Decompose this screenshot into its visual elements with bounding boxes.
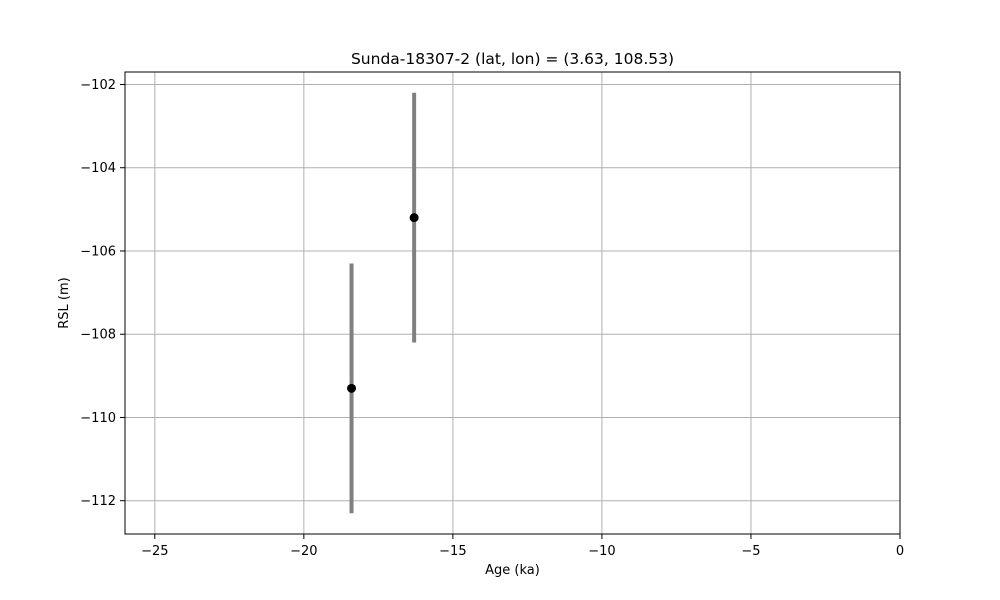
y-tick-label: −108 bbox=[80, 328, 116, 343]
y-tick-label: −104 bbox=[80, 161, 116, 176]
data-point bbox=[347, 383, 357, 393]
data-point bbox=[409, 213, 419, 223]
x-axis-ticks: −25 −20 −15 −10 −5 0 bbox=[141, 534, 904, 559]
y-axis-label: RSL (m) bbox=[57, 277, 72, 328]
x-tick-label: 0 bbox=[896, 544, 904, 559]
x-axis-label: Age (ka) bbox=[485, 563, 540, 578]
chart-title: Sunda-18307-2 (lat, lon) = (3.63, 108.53… bbox=[351, 50, 674, 68]
data-points bbox=[347, 213, 419, 393]
y-tick-label: −112 bbox=[80, 494, 116, 509]
x-tick-label: −15 bbox=[439, 544, 466, 559]
y-tick-label: −110 bbox=[80, 411, 116, 426]
y-axis-ticks: −112 −110 −108 −106 −104 −102 bbox=[80, 78, 125, 509]
x-tick-label: −25 bbox=[141, 544, 168, 559]
plot-frame bbox=[124, 71, 901, 535]
y-tick-label: −102 bbox=[80, 78, 116, 93]
x-tick-label: −10 bbox=[588, 544, 615, 559]
y-tick-label: −106 bbox=[80, 244, 116, 259]
x-tick-label: −20 bbox=[290, 544, 317, 559]
x-tick-label: −5 bbox=[741, 544, 760, 559]
